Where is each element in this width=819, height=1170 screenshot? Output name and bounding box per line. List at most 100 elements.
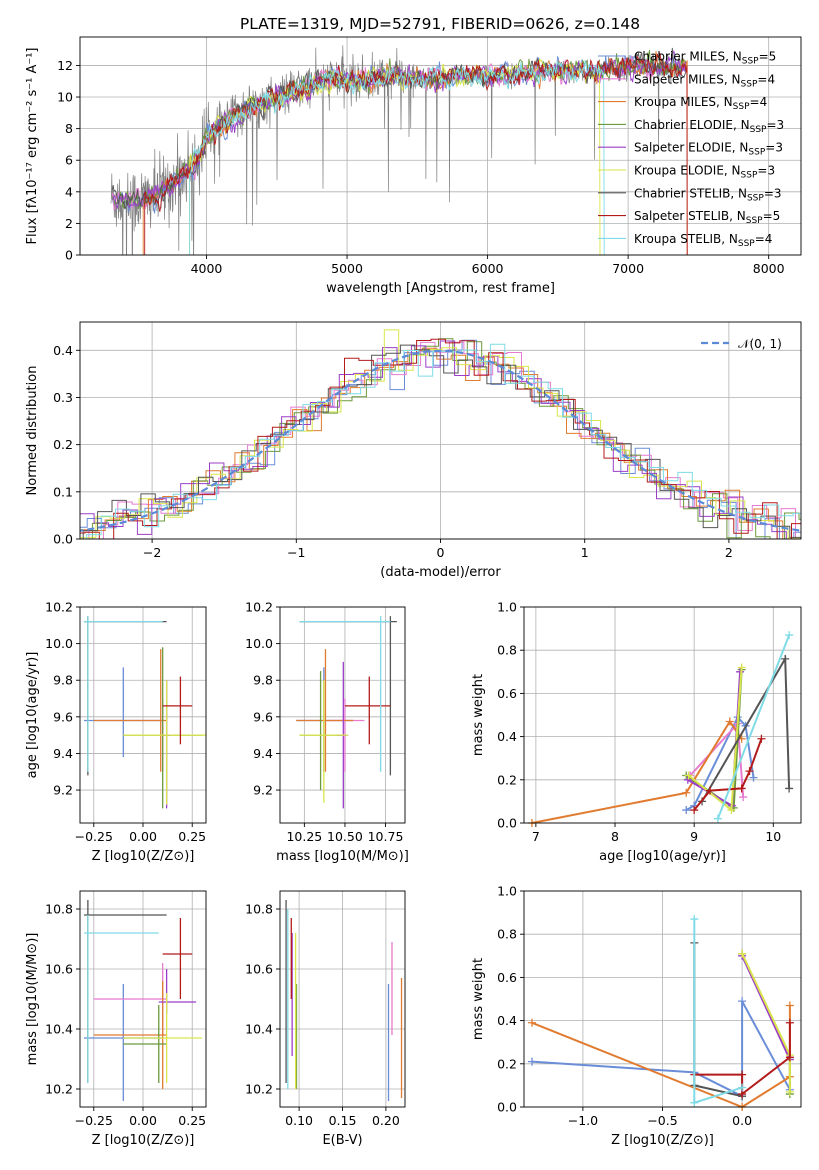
weight-line-salpeter-elodie xyxy=(741,955,791,1060)
y-tick-label: 10.0 xyxy=(245,636,273,651)
legend-nssp: 3 xyxy=(767,164,775,178)
x-tick-label: 0.25 xyxy=(178,1113,206,1128)
histogram-salpeter-elodie xyxy=(80,340,801,539)
y-tick-label: 2 xyxy=(65,216,73,231)
weight-marker-chabrier-stelib xyxy=(781,654,790,663)
x-tick-label: 0.0 xyxy=(732,1113,752,1128)
legend-equals: = xyxy=(766,118,776,132)
x-tick-label: 0.15 xyxy=(329,1113,357,1128)
weight-marker-kroupa-stelib xyxy=(785,631,794,640)
x-tick-label: 10 xyxy=(765,829,781,844)
weight-marker-kroupa-elodie xyxy=(737,663,746,672)
y-tick-label: 0.1 xyxy=(53,484,73,499)
weight-marker-salpeter-miles xyxy=(739,793,748,802)
legend-subscript: SSP xyxy=(748,148,765,158)
axes-frame xyxy=(523,606,802,824)
x-tick-label: 0.10 xyxy=(285,1113,313,1128)
legend-model-name: Salpeter MILES, N xyxy=(634,72,741,86)
chart-title: PLATE=1319, MJD=52791, FIBERID=0626, z=0… xyxy=(240,15,640,33)
axis-ticks: 7 8 9 10 0.0 0.2 0.4 0.6 0.8 1.0 xyxy=(497,600,781,845)
x-tick-label: 9 xyxy=(690,829,698,844)
legend-equals: = xyxy=(755,232,765,246)
plot-area xyxy=(80,329,801,539)
panel-age-vs-Z: −0.25 0.00 0.25 9.2 9.4 9.6 9.8 10.0 10.2 Z [log1… xyxy=(25,600,207,864)
x-tick-label: 4000 xyxy=(191,261,223,276)
legend-equals: = xyxy=(757,164,767,178)
grid-lines xyxy=(80,891,206,1107)
histogram-steps xyxy=(80,329,801,539)
legend: 𝒩(0, 1) xyxy=(701,337,782,351)
y-tick-label: 0.4 xyxy=(497,729,517,744)
legend-model-name: Kroupa STELIB, N xyxy=(634,232,738,246)
y-tick-label: 0.2 xyxy=(497,772,517,787)
x-tick-label: −0.5 xyxy=(647,1113,677,1128)
weight-marker-kroupa-stelib xyxy=(690,1098,699,1107)
y-tick-label: 4 xyxy=(65,184,73,199)
x-tick-label: −0.25 xyxy=(75,829,113,844)
x-tick-label: 10.50 xyxy=(327,829,363,844)
legend-subscript: SSP xyxy=(741,171,758,181)
weight-line-chabrier-elodie xyxy=(741,953,791,1094)
y-tick-label: 10.2 xyxy=(245,600,273,615)
y-axis-label: age [log10(age/yr)] xyxy=(25,652,40,779)
y-tick-label: 0.6 xyxy=(497,686,517,701)
x-tick-label: 0.25 xyxy=(178,829,206,844)
plot-area xyxy=(527,631,794,827)
axes-frame xyxy=(79,606,207,824)
plot-area xyxy=(527,915,794,1111)
y-axis-label: mass weight xyxy=(471,674,486,756)
spectrum-lines xyxy=(110,45,688,255)
legend-subscript: SSP xyxy=(738,239,755,249)
grid-lines xyxy=(80,606,206,823)
y-tick-label: 0.0 xyxy=(497,816,517,831)
x-tick-label: 6000 xyxy=(472,261,504,276)
y-tick-label: 10.6 xyxy=(45,962,73,977)
histogram-salpeter-stelib xyxy=(80,338,801,539)
weight-marker-chabrier-miles xyxy=(738,997,747,1006)
y-tick-label: 1.0 xyxy=(497,600,517,615)
y-tick-label: 0.8 xyxy=(497,643,517,658)
plot-area xyxy=(296,616,397,809)
weight-marker-salpeter-stelib xyxy=(738,1070,747,1079)
y-tick-label: 10.0 xyxy=(45,636,73,651)
weight-marker-salpeter-stelib xyxy=(745,767,754,776)
y-tick-label: 9.6 xyxy=(253,709,273,724)
x-tick-label: 10.25 xyxy=(286,829,322,844)
model-line-kroupa-stelib xyxy=(189,59,605,255)
y-tick-label: 10.8 xyxy=(245,902,273,917)
legend-entry-normal: 𝒩(0, 1) xyxy=(738,337,782,351)
x-tick-label: 1 xyxy=(581,545,589,560)
y-tick-label: 0.8 xyxy=(497,927,517,942)
error-bars xyxy=(83,616,206,809)
weight-marker-kroupa-miles xyxy=(785,1001,794,1010)
y-tick-label: 9.2 xyxy=(53,783,73,798)
weight-marker-salpeter-elodie xyxy=(683,775,692,784)
legend-subscript: SSP xyxy=(733,102,750,112)
weight-line-kroupa-stelib xyxy=(716,634,791,820)
weight-marker-kroupa-miles xyxy=(725,717,734,726)
x-axis-label: E(B-V) xyxy=(322,1133,362,1148)
y-tick-label: 0.2 xyxy=(53,437,73,452)
y-tick-label: 9.4 xyxy=(53,746,73,761)
weight-marker-salpeter-elodie xyxy=(736,667,745,676)
normal-pdf-curve xyxy=(80,349,801,532)
x-axis-label: mass [log10(M/M⊙)] xyxy=(276,849,409,864)
panel-age-vs-mass: 10.25 10.50 10.75 9.2 9.4 9.6 9.8 10.0 10.2 mass … xyxy=(245,600,409,865)
axis-ticks: −0.25 0.00 0.25 9.2 9.4 9.6 9.8 10.0 10.2 xyxy=(45,600,206,845)
y-tick-label: 10.2 xyxy=(45,600,73,615)
x-tick-label: 0.00 xyxy=(129,829,157,844)
axes-frame xyxy=(279,606,406,824)
legend-equals: = xyxy=(764,186,774,200)
legend-nssp: 5 xyxy=(773,209,781,223)
y-tick-label: 10 xyxy=(57,90,73,105)
weight-line-chabrier-stelib xyxy=(693,942,743,1098)
model-line-chabrier-stelib xyxy=(111,47,687,210)
x-tick-label: 7 xyxy=(532,829,540,844)
y-tick-label: 0.4 xyxy=(497,1013,517,1028)
axis-ticks: −1.0 −0.5 0.0 0.0 0.2 0.4 0.6 0.8 1.0 xyxy=(497,884,752,1129)
y-tick-label: 1.0 xyxy=(497,884,517,899)
y-axis-label: Normed distribution xyxy=(25,366,40,496)
y-tick-label: 10.4 xyxy=(45,1022,73,1037)
